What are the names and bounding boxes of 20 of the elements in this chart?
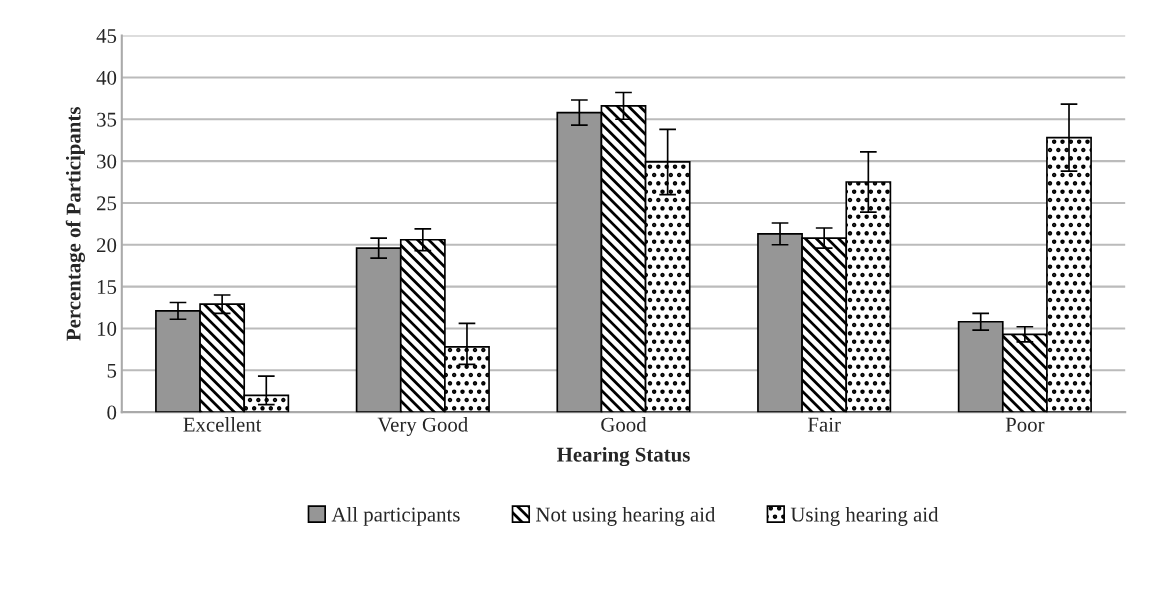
y-tick-label: 10 (97, 321, 117, 336)
x-tick-label: Excellent (183, 417, 262, 432)
x-tick-label: Fair (808, 417, 841, 432)
x-axis-title: Hearing Status (557, 447, 690, 467)
y-tick-label: 5 (107, 363, 117, 378)
x-tick-label: Good (601, 417, 647, 432)
x-tick-label: Very Good (377, 417, 468, 436)
legend-label: Using hearing aid (790, 506, 939, 526)
legend-label: Not using hearing aid (536, 506, 716, 526)
y-tick-label: 20 (97, 238, 117, 253)
y-tick-label: 35 (97, 112, 117, 127)
y-tick-label: 15 (97, 280, 117, 295)
x-tick-label: Poor (1005, 417, 1045, 432)
y-tick-label: 45 (96, 29, 117, 44)
y-axis-title: Percentage of Participants (65, 107, 85, 341)
legend-label: All participants (331, 506, 460, 526)
y-tick-label: 30 (97, 154, 117, 169)
y-tick-label: 25 (97, 196, 117, 211)
y-tick-label: 40 (96, 70, 117, 85)
y-tick-label: 0 (107, 405, 117, 420)
